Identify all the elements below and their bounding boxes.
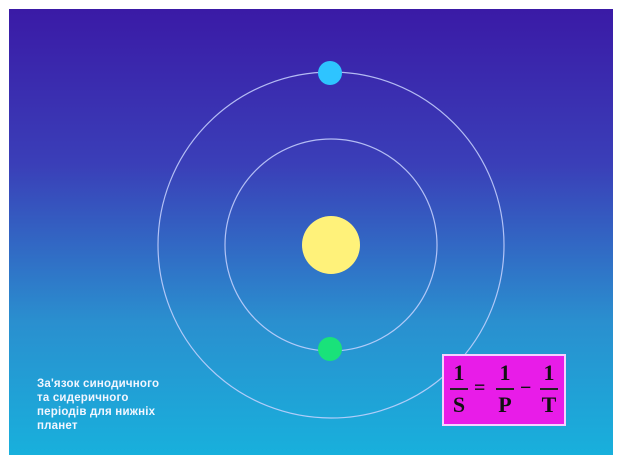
fraction-1-over-s: 1 S: [450, 360, 468, 418]
numerator: 1: [453, 360, 465, 385]
fraction-1-over-t: 1 T: [540, 360, 558, 418]
inner-planet: [318, 337, 342, 361]
slide: За'язок синодичного та сидеричного періо…: [9, 9, 613, 455]
numerator: 1: [499, 360, 511, 385]
equals-sign: =: [474, 377, 486, 399]
synodic-formula-box: 1 S = 1 P − 1 T: [442, 354, 566, 426]
orbit-diagram: [157, 61, 505, 419]
denominator: P: [498, 392, 512, 417]
numerator: 1: [543, 360, 555, 385]
denominator: S: [452, 392, 466, 417]
fraction-bar: [496, 388, 514, 390]
fraction-bar: [450, 388, 468, 390]
fraction-1-over-p: 1 P: [496, 360, 514, 418]
denominator: T: [541, 392, 557, 417]
fraction-bar: [540, 388, 558, 390]
minus-sign: −: [520, 377, 532, 399]
outer-planet: [318, 61, 342, 85]
caption-text: За'язок синодичного та сидеричного періо…: [37, 378, 160, 432]
sun: [302, 216, 360, 274]
